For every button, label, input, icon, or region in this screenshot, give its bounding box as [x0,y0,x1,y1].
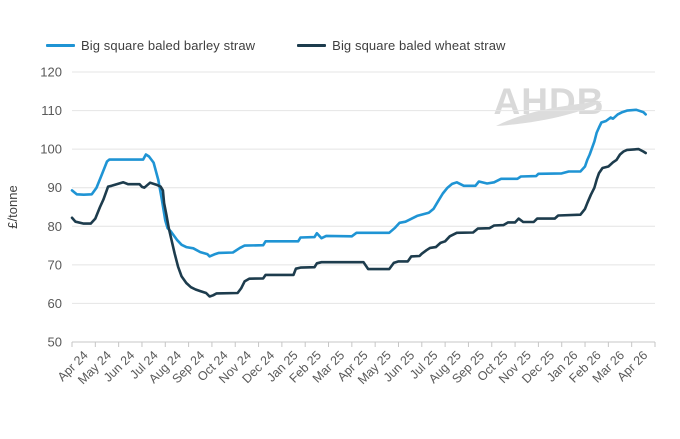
y-tick-label-70: 70 [48,257,62,272]
legend-label-wheat: Big square baled wheat straw [332,38,506,53]
wheat-line-swatch [297,44,327,47]
series-lines [70,108,648,298]
chart-legend: Big square baled barley straw Big square… [46,38,506,53]
y-tick-label-110: 110 [41,103,62,118]
y-tick-label-90: 90 [48,180,62,195]
y-tick-label-100: 100 [40,142,62,157]
legend-item-barley: Big square baled barley straw [46,38,255,53]
y-axis-title: £/tonne [5,185,20,228]
axes [71,341,656,347]
ahdb-watermark: AHDB [494,81,603,126]
y-tick-label-60: 60 [48,296,62,311]
y-tick-label-120: 120 [40,65,62,80]
line-wheat-straw [70,147,648,298]
legend-item-wheat: Big square baled wheat straw [297,38,505,53]
line-barley-straw [70,108,648,258]
y-tick-label-80: 80 [48,219,62,234]
ahdb-watermark-swoosh [496,101,602,126]
legend-label-barley: Big square baled barley straw [81,38,256,53]
barley-line-swatch [46,44,75,47]
y-tick-label-50: 50 [48,335,62,350]
